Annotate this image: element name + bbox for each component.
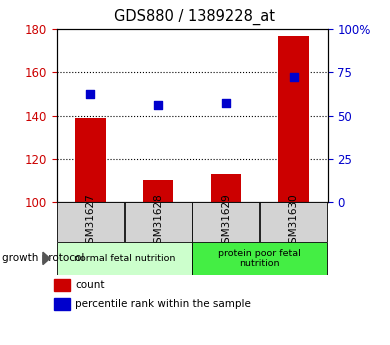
Text: GSM31627: GSM31627 — [85, 193, 96, 250]
Bar — [192, 202, 259, 242]
Text: growth protocol: growth protocol — [2, 254, 84, 263]
Bar — [143, 180, 174, 202]
Text: GSM31628: GSM31628 — [153, 193, 163, 250]
Bar — [75, 118, 106, 202]
Bar — [54, 298, 70, 309]
Bar — [54, 279, 70, 290]
Text: count: count — [75, 280, 105, 290]
Bar — [278, 36, 309, 202]
Bar — [192, 241, 327, 275]
Text: GSM31629: GSM31629 — [221, 193, 231, 250]
Text: percentile rank within the sample: percentile rank within the sample — [75, 299, 251, 309]
Bar — [57, 241, 192, 275]
Point — [223, 100, 229, 106]
Point — [87, 91, 94, 97]
Bar — [57, 202, 124, 242]
Text: protein poor fetal
nutrition: protein poor fetal nutrition — [218, 249, 301, 268]
Text: GDS880 / 1389228_at: GDS880 / 1389228_at — [115, 9, 275, 25]
Bar — [125, 202, 192, 242]
Point — [291, 74, 297, 79]
Text: GSM31630: GSM31630 — [289, 193, 299, 250]
Text: normal fetal nutrition: normal fetal nutrition — [74, 254, 175, 263]
Point — [155, 102, 161, 108]
Bar — [260, 202, 327, 242]
Bar — [211, 174, 241, 202]
